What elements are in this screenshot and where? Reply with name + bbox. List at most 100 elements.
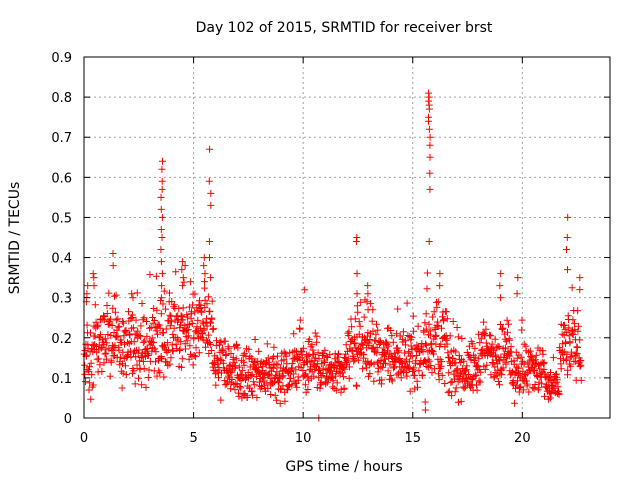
data-point — [168, 318, 175, 326]
data-point — [192, 353, 200, 361]
data-point — [83, 321, 91, 329]
data-point — [267, 391, 275, 398]
data-point — [576, 274, 584, 282]
data-point — [145, 366, 153, 374]
data-point — [463, 375, 470, 382]
data-point — [390, 349, 398, 357]
data-point — [111, 342, 119, 350]
data-point — [427, 362, 435, 370]
data-point — [366, 370, 374, 378]
x-tick-label: 0 — [80, 431, 88, 446]
data-point — [457, 359, 465, 366]
data-point — [272, 396, 280, 404]
data-point — [356, 345, 364, 353]
data-point — [156, 369, 164, 377]
data-point — [449, 355, 457, 362]
data-point — [339, 373, 347, 381]
data-point — [158, 282, 166, 290]
data-point — [513, 354, 521, 362]
data-point — [394, 305, 402, 313]
y-tick-label: 0.5 — [51, 211, 72, 226]
data-point — [575, 322, 583, 330]
data-point — [223, 378, 231, 386]
data-points — [80, 89, 585, 422]
data-point — [354, 308, 362, 316]
data-point — [237, 384, 245, 392]
data-point — [471, 371, 479, 379]
data-point — [415, 367, 423, 375]
data-point — [387, 327, 395, 334]
data-point — [159, 157, 166, 165]
data-point — [405, 365, 413, 372]
data-point — [117, 353, 125, 361]
data-point — [428, 369, 436, 377]
data-point — [205, 238, 213, 245]
data-point — [82, 378, 89, 386]
data-point — [550, 384, 558, 392]
data-point — [520, 340, 528, 348]
data-point — [152, 272, 160, 280]
data-point — [250, 381, 258, 389]
data-point — [118, 318, 126, 325]
data-point — [118, 384, 126, 392]
data-point — [232, 362, 239, 370]
data-point — [85, 386, 93, 394]
data-point — [476, 339, 484, 347]
data-point — [222, 350, 230, 358]
data-point — [472, 372, 480, 380]
data-point — [271, 391, 279, 399]
data-point — [232, 380, 240, 387]
data-point — [101, 335, 109, 343]
data-point — [430, 350, 438, 358]
data-point — [564, 266, 571, 274]
data-point — [238, 366, 246, 374]
data-point — [169, 347, 177, 355]
data-point — [410, 327, 418, 335]
data-point — [142, 383, 150, 391]
data-point — [563, 234, 571, 241]
data-point — [406, 387, 414, 395]
data-point — [426, 185, 434, 193]
data-point — [207, 319, 215, 327]
data-point — [413, 341, 421, 349]
data-point — [274, 378, 282, 386]
data-point — [305, 335, 313, 343]
data-point — [364, 282, 372, 290]
data-point — [422, 310, 430, 318]
data-point — [457, 370, 465, 378]
data-point — [301, 286, 309, 294]
data-point — [197, 307, 205, 315]
data-point — [177, 321, 184, 329]
data-point — [305, 351, 313, 359]
data-point — [156, 324, 164, 332]
data-point — [181, 322, 189, 330]
data-point — [480, 318, 488, 326]
data-point — [125, 308, 132, 316]
data-point — [81, 361, 89, 369]
data-point — [114, 323, 122, 331]
data-point — [90, 282, 98, 290]
data-point — [243, 373, 251, 381]
data-point — [477, 335, 485, 343]
data-point — [100, 341, 108, 349]
data-point — [272, 360, 280, 368]
data-point — [209, 325, 217, 333]
data-point — [343, 358, 351, 366]
data-point — [232, 355, 240, 363]
y-tick-label: 0 — [64, 412, 72, 427]
data-point — [577, 361, 585, 369]
data-point — [159, 300, 167, 308]
data-point — [193, 323, 201, 331]
data-point — [111, 292, 118, 300]
data-point — [207, 347, 215, 354]
data-point — [301, 381, 309, 389]
data-point — [205, 331, 213, 339]
data-point — [441, 380, 449, 387]
data-point — [158, 165, 166, 173]
data-point — [277, 385, 285, 393]
data-point — [456, 368, 464, 376]
data-point — [451, 388, 459, 396]
data-point — [348, 323, 356, 331]
data-point — [457, 397, 465, 405]
data-point — [334, 357, 342, 365]
